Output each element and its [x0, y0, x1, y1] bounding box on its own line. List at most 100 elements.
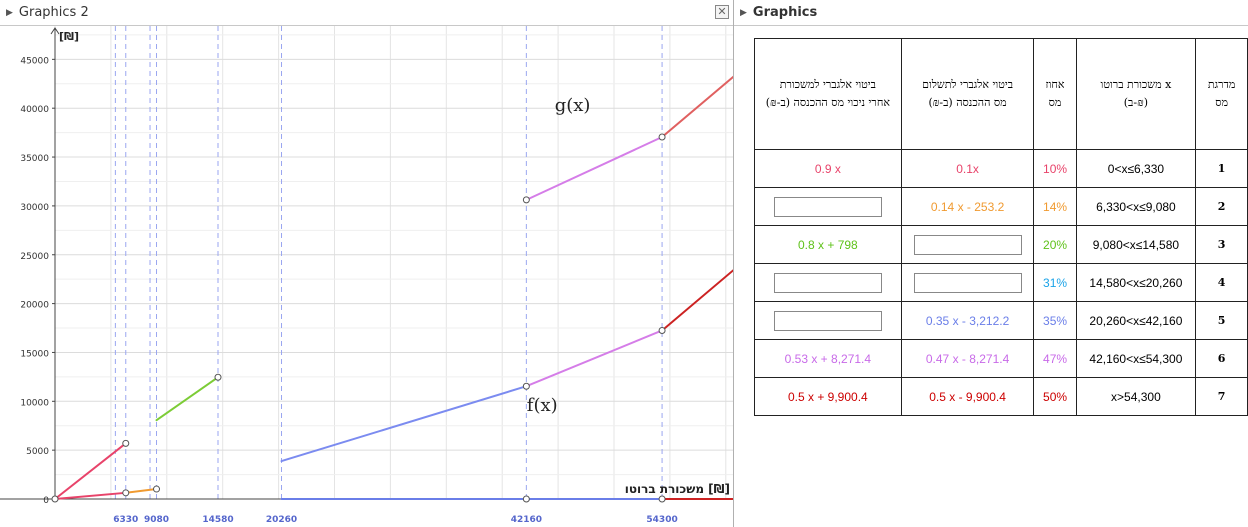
x-tick-label: 9080 [144, 515, 169, 525]
panel-divider[interactable] [733, 0, 734, 527]
range-cell: x>54,300 [1075, 377, 1197, 416]
series-line-9 [661, 269, 733, 332]
range-cell: 14,580<x≤20,260 [1075, 263, 1197, 302]
table-row: 0.35 x - 3,212.2 35% 20,260<x≤42,160 5 [754, 301, 1248, 340]
rate-cell: 47% [1033, 339, 1077, 378]
range-cell: 6,330<x≤9,080 [1075, 187, 1197, 226]
graph-point [122, 439, 130, 447]
graph-labels: g(x) f(x) [527, 95, 591, 416]
tax-expr-cell: 0.35 x - 3,212.2 [900, 301, 1035, 340]
rate-cell: 20% [1033, 225, 1077, 264]
graph-point [658, 326, 666, 334]
level-cell: 7 [1195, 377, 1248, 416]
graph-point [658, 133, 666, 141]
series-line-3 [124, 488, 158, 494]
x-tick-label: 42160 [511, 515, 542, 525]
graphics-panel: ביטוי אלגברי למשכורת אחרי ניכוי מס ההכנסה… [734, 26, 1248, 527]
net-expr-cell [754, 263, 902, 302]
function-label: g(x) [555, 95, 591, 116]
series-line-2 [54, 491, 127, 500]
range-cell: 9,080<x≤14,580 [1075, 225, 1197, 264]
table-row: 0.9 x 0.1x 10% 0<x≤6,330 1 [754, 149, 1248, 188]
y-tick-label: 30000 [20, 203, 49, 213]
level-cell: 5 [1195, 301, 1248, 340]
x-tick-label: 54300 [646, 515, 677, 525]
net-expr-cell [754, 187, 902, 226]
y-tick-label: 10000 [20, 398, 49, 408]
rate-cell: 50% [1033, 377, 1077, 416]
tax-expr-cell [900, 263, 1035, 302]
graphics-title: Graphics [752, 5, 818, 20]
table-row: 31% 14,580<x≤20,260 4 [754, 263, 1248, 302]
y-tick-label: 0 [43, 496, 49, 506]
graph-canvas[interactable]: 0 5000 10000 15000 20000 25000 30000 35000 40000… [0, 26, 733, 527]
tax-expr-cell [900, 225, 1035, 264]
series-line-8 [661, 75, 733, 139]
y-tick-label: 15000 [20, 349, 49, 359]
net-expr-cell: 0.53 x + 8,271.4 [754, 339, 902, 378]
function-label: f(x) [527, 395, 558, 416]
tax-expr-input[interactable] [913, 234, 1022, 255]
x-tick-label: 14580 [202, 515, 233, 525]
y-tick-label: 45000 [20, 56, 49, 66]
tax-expr-cell: 0.14 x - 253.2 [900, 187, 1035, 226]
header-level: מדרגת מס [1195, 38, 1248, 150]
net-expr-input[interactable] [773, 310, 882, 331]
y-axis-arrow [50, 27, 60, 35]
series-line-7 [525, 329, 664, 388]
tax-expr-input[interactable] [913, 272, 1022, 293]
table-row: 0.8 x + 798 20% 9,080<x≤14,580 3 [754, 225, 1248, 264]
rate-cell: 31% [1033, 263, 1077, 302]
table-row: 0.5 x + 9,900.4 0.5 x - 9,900.4 50% x>54,30… [754, 377, 1248, 416]
tax-expr-cell: 0.5 x - 9,900.4 [900, 377, 1035, 416]
rate-cell: 14% [1033, 187, 1077, 226]
graph-point [153, 485, 161, 493]
y-tick-label: 5000 [26, 447, 49, 457]
graph-point [522, 382, 530, 390]
level-cell: 4 [1195, 263, 1248, 302]
level-cell: 3 [1195, 225, 1248, 264]
range-cell: 20,260<x≤42,160 [1075, 301, 1197, 340]
y-tick-label: 20000 [20, 301, 49, 311]
rate-cell: 35% [1033, 301, 1077, 340]
net-expr-input[interactable] [773, 272, 882, 293]
graph-point [658, 495, 666, 503]
table-row: 0.53 x + 8,271.4 0.47 x - 8,271.4 47% 42,16… [754, 339, 1248, 378]
range-cell: 0<x≤6,330 [1075, 149, 1197, 188]
net-expr-cell: 0.5 x + 9,900.4 [754, 377, 902, 416]
y-tick-label: 35000 [20, 154, 49, 164]
header-net-expr: ביטוי אלגברי למשכורת אחרי ניכוי מס ההכנסה… [754, 38, 902, 150]
collapse-triangle-icon[interactable]: ▶ [6, 7, 13, 18]
range-cell: 42,160<x≤54,300 [1075, 339, 1197, 378]
graph-points [51, 133, 666, 503]
graph-point [522, 196, 530, 204]
net-expr-cell [754, 301, 902, 340]
tax-expr-cell: 0.1x [900, 149, 1035, 188]
net-expr-cell: 0.9 x [754, 149, 902, 188]
graph-point [51, 495, 59, 503]
level-cell: 2 [1195, 187, 1248, 226]
series-line-5 [280, 385, 528, 463]
rate-cell: 10% [1033, 149, 1077, 188]
y-axis-label: [₪] [59, 30, 79, 43]
graph-point [122, 489, 130, 497]
function-lines [54, 75, 733, 500]
dashed-verticals [114, 26, 663, 499]
collapse-triangle-icon[interactable]: ▶ [740, 7, 747, 18]
header-rate: אחוז מס [1033, 38, 1077, 150]
graphics-header: ▶ Graphics [734, 0, 1248, 26]
header-range: משכורת ברוטו x (ב-₪) [1075, 38, 1197, 150]
x-tick-label: 20260 [266, 515, 297, 525]
x-tick-label: 6330 [113, 515, 138, 525]
tax-table: ביטוי אלגברי למשכורת אחרי ניכוי מס ההכנסה… [754, 38, 1248, 416]
close-icon[interactable]: ✕ [715, 5, 729, 19]
header-tax-expr: ביטוי אלגברי לתשלום מס ההכנסה (ב-₪) [900, 38, 1035, 150]
series-line-4 [155, 376, 220, 422]
series-line-6 [525, 136, 664, 201]
net-expr-input[interactable] [773, 196, 882, 217]
table-row: 0.14 x - 253.2 14% 6,330<x≤9,080 2 [754, 187, 1248, 226]
graphics2-title: Graphics 2 [18, 5, 89, 20]
y-tick-label: 25000 [20, 252, 49, 262]
x-axis-label: משכורת ברוטו [₪] [625, 482, 730, 496]
graph-point [522, 495, 530, 503]
